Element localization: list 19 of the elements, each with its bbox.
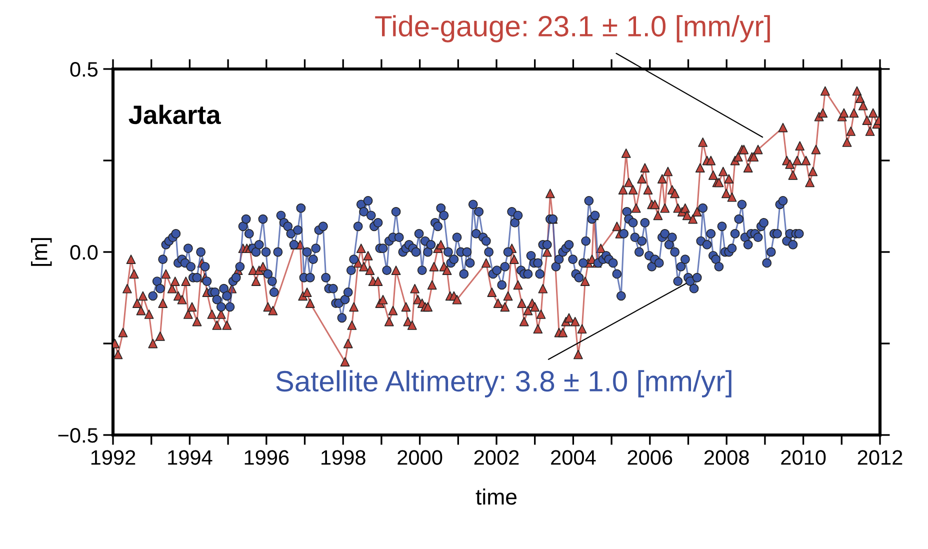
y-axis-title: [m] (31, 238, 52, 266)
x-tick-label: 1992 (91, 450, 136, 465)
y-tick-label: −0.5 (58, 428, 98, 443)
x-axis-title: time (476, 488, 517, 505)
text: Jakarta (128, 104, 221, 124)
y-tick-label: 0.0 (70, 245, 98, 260)
x-tick-label: 2008 (704, 450, 749, 465)
x-tick-label: 1996 (244, 450, 289, 465)
annotation: Tide-gauge: 23.1 ± 1.0 [mm/yr] (375, 15, 770, 42)
x-tick-label: 2006 (628, 450, 672, 465)
x-tick-label: 2010 (781, 450, 826, 465)
x-tick-label: 1998 (322, 450, 366, 465)
x-tick-label: 2012 (858, 450, 902, 465)
x-tick-label: 2004 (551, 450, 596, 465)
x-tick-label: 1994 (168, 450, 212, 465)
x-tick-label: 2002 (474, 450, 519, 465)
x-tick-label: 2000 (398, 450, 442, 465)
annotation: Satellite Altimetry: 3.8 ± 1.0 [mm/yr] (276, 370, 732, 398)
y-tick-label: 0.5 (70, 62, 98, 77)
